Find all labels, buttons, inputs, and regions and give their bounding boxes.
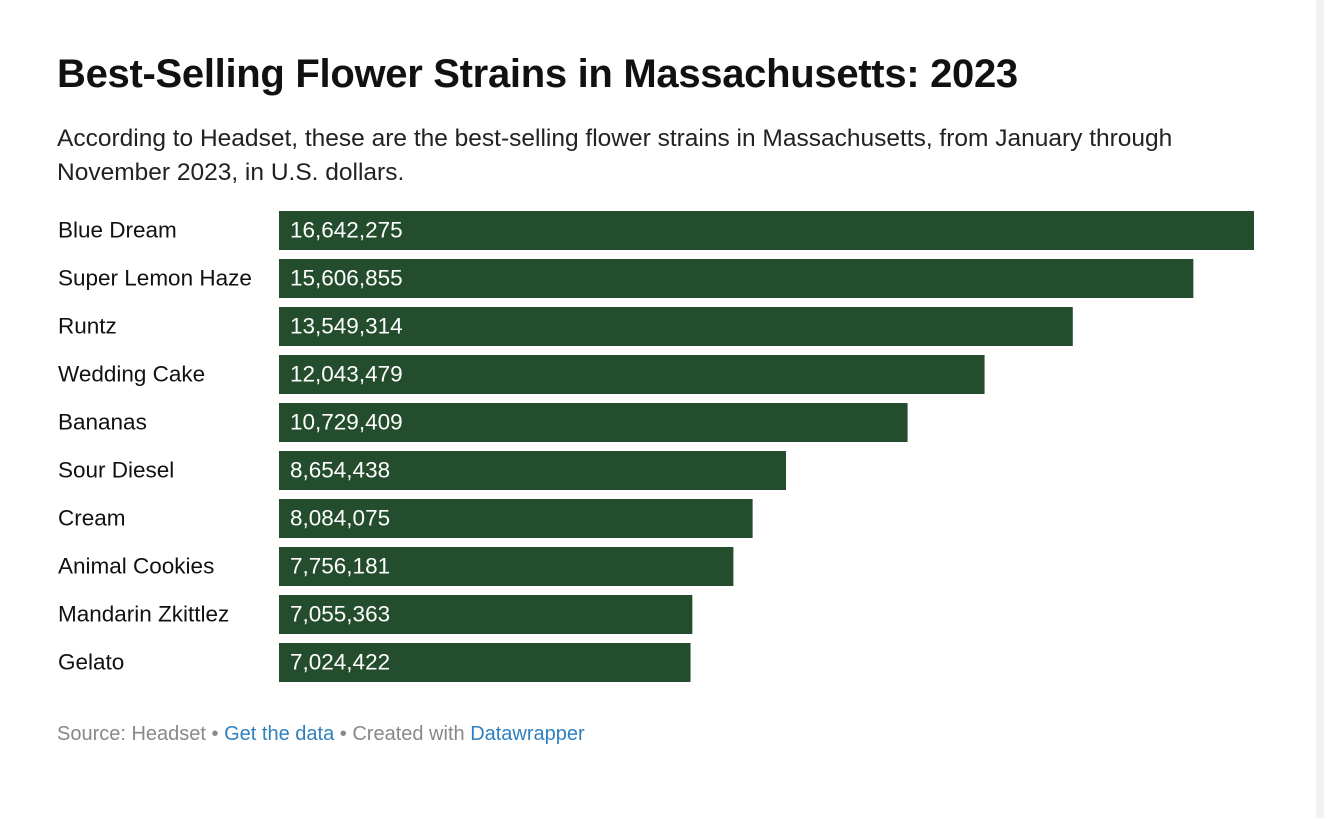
value-label: 12,043,479 [290,361,403,386]
chart: Blue Dream 16,642,275 Super Lemon Haze 15,6… [58,211,1254,682]
credit-link[interactable]: Datawrapper [470,723,585,745]
footer: Source: Headset • Get the data • Created… [57,723,585,746]
page-edge [1316,0,1324,818]
category-label: Cream [58,505,126,530]
category-label: Animal Cookies [58,553,214,578]
value-label: 7,024,422 [290,649,390,674]
value-label: 7,756,181 [290,553,390,578]
bar [279,211,1254,250]
bar [279,547,734,586]
source: Source: Headset [57,723,206,745]
value-label: 7,055,363 [290,601,390,626]
bar [279,595,693,634]
bar [279,403,908,442]
category-label: Mandarin Zkittlez [58,601,229,626]
bar [279,259,1194,298]
value-label: 13,549,314 [290,313,403,338]
category-label: Wedding Cake [58,361,205,386]
bar [279,499,753,538]
bar [279,307,1073,346]
bar [279,355,985,394]
chart-subtitle: According to Headset, these are the best… [57,125,1173,186]
created-with: Created with [352,723,465,745]
bar [279,451,787,490]
chart-title: Best-Selling Flower Strains in Massachus… [57,52,1018,96]
value-label: 8,654,438 [290,457,390,482]
value-label: 8,084,075 [290,505,390,530]
separator: • [339,723,347,745]
value-label: 10,729,409 [290,409,403,434]
category-label: Gelato [58,649,124,674]
category-label: Sour Diesel [58,457,174,482]
separator: • [211,723,219,745]
category-label: Bananas [58,409,147,434]
category-label: Runtz [58,313,117,338]
category-label: Blue Dream [58,217,177,242]
value-label: 15,606,855 [290,265,403,290]
bar [279,643,691,682]
get-data-link[interactable]: Get the data [224,723,335,745]
category-label: Super Lemon Haze [58,265,252,290]
value-label: 16,642,275 [290,217,403,242]
